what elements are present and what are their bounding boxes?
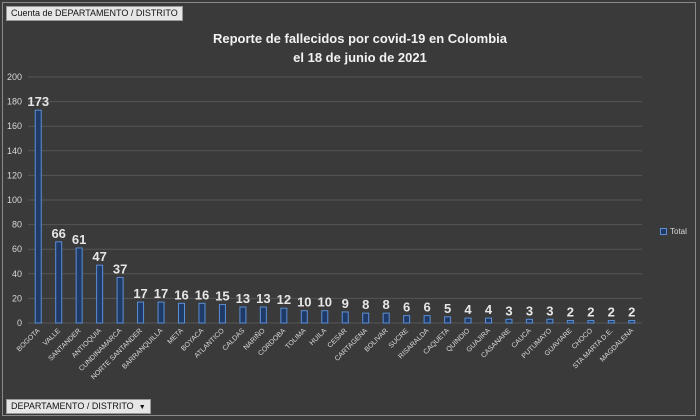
x-tick-label: CALDAS (222, 327, 247, 352)
data-label: 2 (628, 305, 635, 320)
bar (34, 109, 42, 324)
y-tick-label: 180 (7, 97, 22, 107)
bar (444, 316, 452, 324)
chart-subtitle: el 18 de junio de 2021 (293, 50, 427, 65)
value-field-button[interactable]: Cuenta de DEPARTAMENTO / DISTRITO (6, 6, 183, 21)
x-tick-label: TOLIMA (284, 327, 308, 351)
data-label: 37 (113, 261, 127, 276)
bar (546, 318, 554, 324)
data-label: 4 (485, 302, 493, 317)
data-label: 9 (342, 296, 349, 311)
bar (137, 301, 145, 324)
y-tick-label: 0 (17, 318, 22, 328)
y-tick-label: 140 (7, 146, 22, 156)
bar (403, 315, 411, 324)
pivot-chart-frame (2, 2, 696, 416)
y-tick-label: 20 (12, 293, 22, 303)
data-label: 66 (51, 226, 65, 241)
y-tick-label: 60 (12, 244, 22, 254)
y-tick-label: 100 (7, 195, 22, 205)
data-label: 3 (546, 303, 553, 318)
data-label: 8 (362, 297, 369, 312)
x-tick-label: BARRANQUILLA (121, 327, 164, 370)
data-label: 4 (464, 302, 472, 317)
bar (198, 302, 206, 324)
bar (157, 301, 165, 324)
bar (259, 306, 267, 324)
bar (423, 315, 431, 324)
bar (116, 276, 124, 324)
bar (464, 317, 472, 324)
data-label: 2 (608, 305, 615, 320)
bar (485, 317, 492, 324)
data-label: 12 (277, 292, 291, 307)
data-label: 10 (297, 295, 311, 310)
data-label: 17 (133, 286, 147, 301)
y-tick-label: 200 (7, 72, 22, 82)
data-label: 16 (195, 287, 209, 302)
bar (628, 320, 636, 324)
value-field-label: Cuenta de DEPARTAMENTO / DISTRITO (11, 8, 178, 18)
x-tick-label: BOGOTA (16, 327, 42, 353)
bar (280, 307, 288, 324)
data-label: 61 (72, 232, 86, 247)
bar (300, 310, 308, 324)
bar (55, 241, 63, 324)
data-label: 5 (444, 301, 451, 316)
data-label: 16 (174, 287, 188, 302)
bar (178, 302, 185, 324)
dropdown-arrow-icon: ▼ (138, 404, 146, 411)
data-label: 13 (236, 291, 250, 306)
x-tick-label: META (167, 327, 186, 346)
data-label: 15 (215, 289, 229, 304)
data-label: 3 (505, 303, 512, 318)
bar (566, 320, 574, 324)
bar (75, 247, 83, 324)
y-tick-label: 160 (7, 121, 22, 131)
data-label: 10 (318, 295, 332, 310)
bar (96, 264, 104, 324)
bar (587, 320, 595, 324)
data-label: 6 (423, 300, 430, 315)
data-label: 17 (154, 286, 168, 301)
data-label: 2 (567, 305, 574, 320)
bar (607, 320, 615, 324)
bar (218, 304, 226, 324)
axis-field-button[interactable]: DEPARTAMENTO / DISTRITO ▼ (6, 399, 151, 414)
data-label: 3 (526, 303, 533, 318)
data-label: 13 (256, 291, 270, 306)
y-tick-label: 80 (12, 220, 22, 230)
bar (525, 318, 533, 324)
axis-field-label: DEPARTAMENTO / DISTRITO (11, 401, 134, 411)
data-label: 2 (587, 305, 594, 320)
bar (239, 306, 247, 324)
chart-title: Reporte de fallecidos por covid-19 en Co… (212, 31, 507, 46)
bar (321, 310, 329, 324)
bar (362, 312, 370, 324)
bar (505, 318, 513, 324)
bar (382, 312, 390, 324)
data-label: 47 (92, 249, 106, 264)
y-tick-label: 40 (12, 269, 22, 279)
legend-swatch (660, 228, 667, 235)
chart-legend: Total (660, 227, 687, 236)
bar (341, 311, 349, 324)
legend-label: Total (670, 227, 687, 236)
data-label: 173 (27, 94, 49, 109)
x-tick-label: HUILA (309, 327, 329, 347)
data-label: 6 (403, 300, 410, 315)
y-tick-label: 120 (7, 170, 22, 180)
data-label: 8 (383, 297, 390, 312)
